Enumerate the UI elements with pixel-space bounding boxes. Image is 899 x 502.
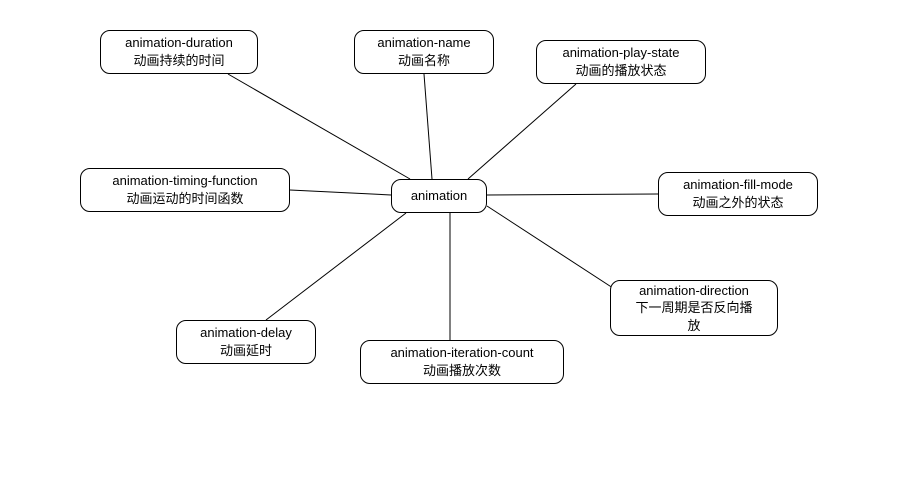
node-name: animation-name 动画名称 — [354, 30, 494, 74]
edge — [487, 194, 658, 195]
node-iteration-sub: 动画播放次数 — [423, 362, 501, 380]
node-iteration: animation-iteration-count 动画播放次数 — [360, 340, 564, 384]
node-direction: animation-direction 下一周期是否反向播 放 — [610, 280, 778, 336]
node-direction-sub1: 下一周期是否反向播 — [635, 299, 752, 317]
node-fillmode: animation-fill-mode 动画之外的状态 — [658, 172, 818, 216]
node-playstate-title: animation-play-state — [562, 44, 679, 62]
node-delay: animation-delay 动画延时 — [176, 320, 316, 364]
node-duration: animation-duration 动画持续的时间 — [100, 30, 258, 74]
edge — [228, 74, 410, 179]
node-direction-sub2: 放 — [687, 317, 700, 335]
node-timing: animation-timing-function 动画运动的时间函数 — [80, 168, 290, 212]
node-direction-title: animation-direction — [639, 282, 749, 300]
node-name-sub: 动画名称 — [398, 52, 450, 70]
node-delay-title: animation-delay — [200, 324, 292, 342]
node-timing-title: animation-timing-function — [112, 172, 257, 190]
node-name-title: animation-name — [377, 34, 470, 52]
node-center: animation — [391, 179, 487, 213]
node-timing-sub: 动画运动的时间函数 — [126, 190, 243, 208]
edge — [266, 213, 406, 320]
edge — [290, 190, 391, 195]
node-fillmode-title: animation-fill-mode — [683, 176, 793, 194]
edge — [424, 74, 432, 179]
node-playstate: animation-play-state 动画的播放状态 — [536, 40, 706, 84]
node-center-label: animation — [411, 187, 467, 205]
node-delay-sub: 动画延时 — [220, 342, 272, 360]
node-iteration-title: animation-iteration-count — [390, 344, 533, 362]
node-duration-title: animation-duration — [125, 34, 233, 52]
edge — [487, 206, 616, 290]
node-duration-sub: 动画持续的时间 — [133, 52, 224, 70]
node-fillmode-sub: 动画之外的状态 — [692, 194, 783, 212]
node-playstate-sub: 动画的播放状态 — [575, 62, 666, 80]
diagram-edges — [0, 0, 899, 502]
edge — [468, 84, 576, 179]
